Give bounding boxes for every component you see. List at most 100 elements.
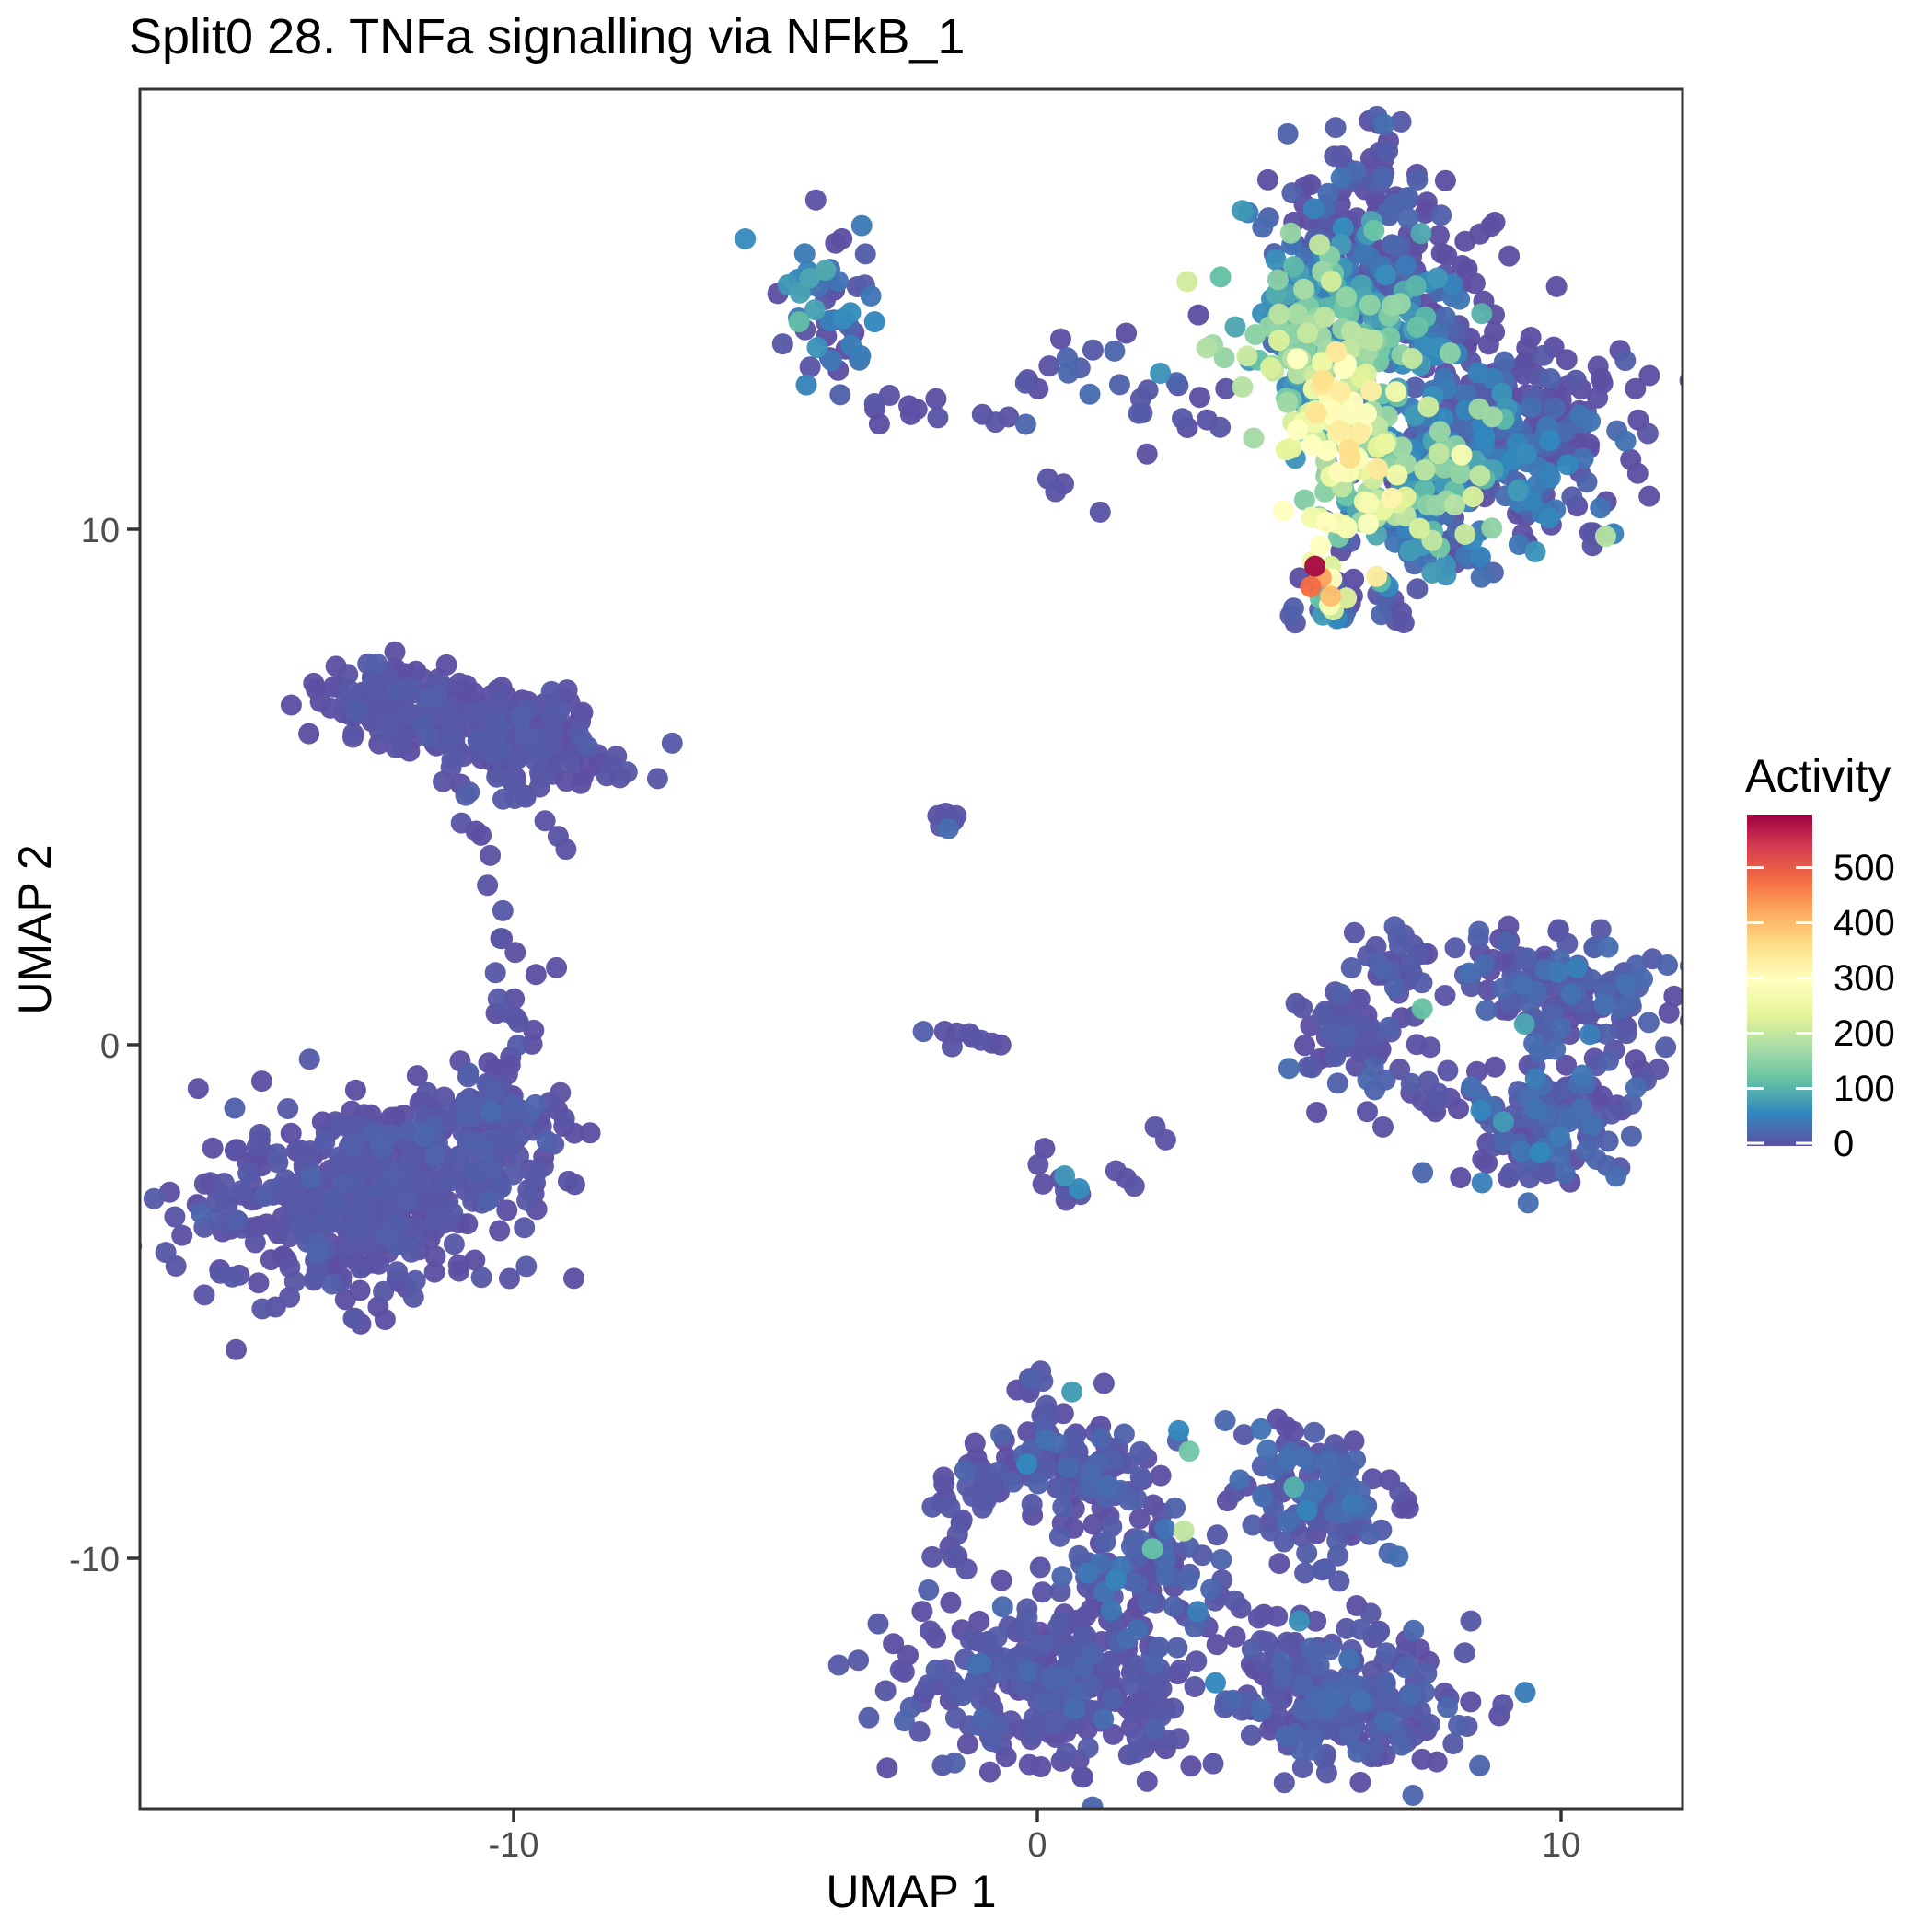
data-point (1296, 1499, 1318, 1521)
data-point (1378, 1016, 1400, 1038)
data-point (1150, 1464, 1172, 1487)
data-point (1303, 1421, 1325, 1443)
data-point (499, 768, 521, 790)
data-point (1595, 1023, 1617, 1045)
data-point (1517, 1192, 1539, 1214)
data-point (556, 679, 578, 701)
data-point (1097, 1475, 1119, 1497)
data-point (507, 1035, 528, 1056)
data-point (1240, 1724, 1262, 1746)
data-point (1513, 1013, 1535, 1035)
data-point (1309, 535, 1331, 557)
data-point (467, 730, 489, 752)
data-point (1032, 1581, 1053, 1603)
data-point (1317, 1452, 1339, 1474)
data-point (526, 1162, 547, 1184)
data-point (989, 1034, 1012, 1056)
data-point (277, 1098, 299, 1119)
data-point (1436, 245, 1458, 267)
data-point (1570, 1097, 1592, 1119)
data-point (1319, 1022, 1341, 1044)
data-point (1014, 413, 1036, 435)
data-point (1016, 1607, 1038, 1629)
data-point (973, 1706, 995, 1729)
data-point (1186, 1601, 1209, 1623)
data-point (288, 1197, 310, 1219)
data-point (1481, 406, 1503, 428)
legend-title: Activity (1745, 750, 1891, 802)
data-point (1186, 1650, 1208, 1672)
data-point (516, 1189, 538, 1211)
data-point (1066, 1609, 1088, 1631)
data-point (249, 1123, 271, 1145)
data-point (488, 718, 510, 740)
data-point (1330, 983, 1352, 1005)
data-point (1371, 958, 1394, 980)
data-point (1614, 973, 1637, 995)
data-point (306, 1267, 327, 1289)
data-point (338, 679, 360, 701)
data-point (1312, 1559, 1333, 1581)
data-point (1077, 1562, 1099, 1584)
data-point (1048, 1525, 1070, 1547)
data-point (1434, 985, 1456, 1006)
data-point (492, 928, 514, 950)
data-point (1309, 234, 1331, 256)
data-point (1093, 1372, 1115, 1394)
data-point (1178, 1440, 1200, 1463)
data-point (1657, 954, 1678, 976)
data-point (226, 1139, 248, 1161)
data-point (925, 1659, 947, 1681)
data-point (1448, 1714, 1470, 1736)
data-point (266, 1143, 288, 1165)
data-point (1224, 316, 1246, 338)
data-point (253, 1186, 275, 1208)
data-point (515, 1255, 538, 1278)
legend-activity: Activity 500 400 300 200 100 0 (1745, 750, 1895, 1164)
data-point (1002, 1471, 1024, 1493)
data-point (1063, 1698, 1085, 1720)
data-point (1061, 1381, 1083, 1403)
data-point (1150, 363, 1172, 384)
data-point (1267, 1408, 1289, 1430)
data-point (1410, 223, 1432, 245)
data-point (1116, 322, 1138, 344)
data-point (250, 1070, 272, 1093)
data-point (1277, 391, 1299, 413)
legend-colorbar (1747, 815, 1812, 1146)
data-point (661, 732, 683, 754)
data-point (920, 1620, 941, 1642)
data-point (1556, 349, 1578, 371)
data-point (820, 350, 842, 372)
data-point (1187, 304, 1209, 326)
data-point (546, 956, 568, 978)
data-point (858, 1706, 880, 1729)
data-point (1406, 168, 1429, 191)
data-point (1353, 242, 1375, 264)
data-point (487, 988, 509, 1010)
data-point (397, 1189, 419, 1211)
data-point (1371, 168, 1394, 191)
data-point (990, 1569, 1012, 1591)
data-point (893, 1710, 915, 1732)
data-point (1256, 168, 1278, 191)
data-point (1426, 1751, 1448, 1773)
data-point (576, 735, 598, 758)
data-point (1391, 1734, 1413, 1756)
legend-label: 400 (1834, 903, 1895, 943)
data-point (1461, 1076, 1483, 1098)
data-point (1141, 1538, 1163, 1560)
data-point (424, 1209, 446, 1231)
data-point (480, 1101, 502, 1123)
data-point (224, 1097, 246, 1119)
data-point (143, 1187, 165, 1209)
data-point (1169, 1660, 1191, 1681)
data-point (478, 1052, 500, 1074)
data-point (1279, 222, 1301, 244)
data-point (1105, 1160, 1127, 1182)
data-point (1178, 1536, 1200, 1558)
data-point (1164, 1497, 1186, 1519)
data-point (1079, 383, 1101, 405)
data-point (1148, 1637, 1170, 1658)
data-point (1548, 1126, 1570, 1148)
